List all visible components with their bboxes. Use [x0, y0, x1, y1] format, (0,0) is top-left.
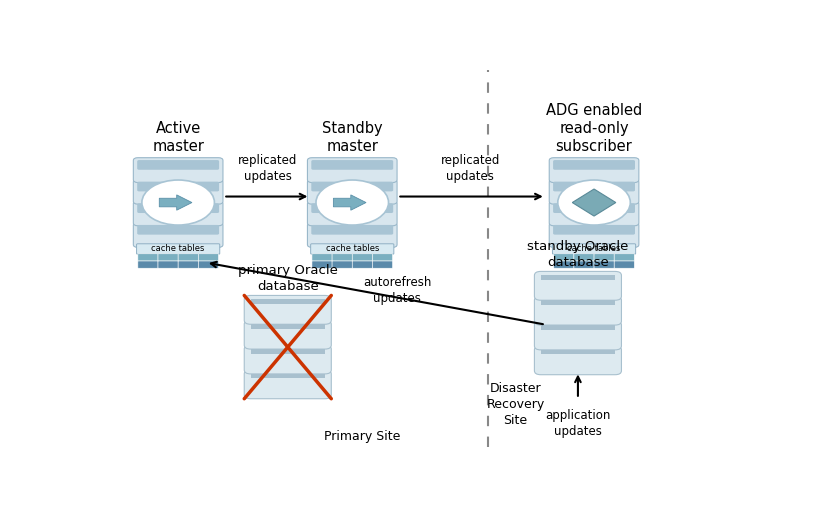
FancyBboxPatch shape: [308, 158, 397, 183]
Text: cache tables: cache tables: [151, 244, 205, 253]
Polygon shape: [572, 189, 616, 216]
FancyBboxPatch shape: [133, 179, 223, 204]
FancyBboxPatch shape: [138, 261, 158, 268]
FancyBboxPatch shape: [549, 201, 639, 226]
FancyBboxPatch shape: [549, 223, 639, 248]
FancyBboxPatch shape: [178, 261, 198, 268]
FancyBboxPatch shape: [312, 261, 332, 268]
FancyBboxPatch shape: [245, 370, 331, 399]
FancyBboxPatch shape: [245, 320, 331, 349]
Bar: [541, 300, 615, 305]
FancyBboxPatch shape: [534, 346, 622, 375]
FancyBboxPatch shape: [553, 160, 635, 170]
FancyBboxPatch shape: [133, 158, 223, 183]
FancyBboxPatch shape: [332, 254, 352, 261]
FancyBboxPatch shape: [138, 254, 158, 261]
Text: primary Oracle
database: primary Oracle database: [238, 265, 338, 293]
Text: Standby
master: Standby master: [322, 122, 383, 154]
FancyBboxPatch shape: [553, 181, 635, 191]
FancyArrow shape: [159, 195, 192, 210]
FancyBboxPatch shape: [137, 225, 219, 235]
FancyBboxPatch shape: [534, 296, 622, 325]
FancyBboxPatch shape: [137, 181, 219, 191]
FancyBboxPatch shape: [308, 223, 397, 248]
Text: replicated
updates: replicated updates: [238, 154, 298, 183]
Bar: [250, 349, 324, 354]
Bar: [541, 350, 615, 355]
FancyBboxPatch shape: [534, 321, 622, 350]
Circle shape: [142, 180, 215, 225]
Text: Active
master: Active master: [152, 122, 204, 154]
FancyBboxPatch shape: [245, 295, 331, 324]
FancyBboxPatch shape: [552, 244, 636, 254]
Text: standby Oracle
database: standby Oracle database: [527, 240, 629, 269]
FancyBboxPatch shape: [310, 244, 394, 254]
Text: ADG enabled
read-only
subscriber: ADG enabled read-only subscriber: [546, 103, 642, 154]
FancyBboxPatch shape: [178, 254, 198, 261]
Bar: [250, 300, 324, 304]
FancyBboxPatch shape: [245, 345, 331, 374]
FancyBboxPatch shape: [554, 261, 574, 268]
FancyBboxPatch shape: [137, 203, 219, 213]
Bar: [541, 276, 615, 280]
FancyBboxPatch shape: [554, 254, 574, 261]
Bar: [250, 374, 324, 379]
Text: autorefresh
updates: autorefresh updates: [364, 276, 432, 305]
FancyBboxPatch shape: [373, 261, 393, 268]
FancyBboxPatch shape: [553, 225, 635, 235]
FancyBboxPatch shape: [549, 179, 639, 204]
FancyBboxPatch shape: [553, 203, 635, 213]
FancyBboxPatch shape: [352, 261, 373, 268]
FancyBboxPatch shape: [574, 261, 594, 268]
FancyBboxPatch shape: [594, 254, 614, 261]
FancyBboxPatch shape: [133, 201, 223, 226]
FancyBboxPatch shape: [549, 158, 639, 183]
FancyBboxPatch shape: [133, 223, 223, 248]
Bar: [250, 324, 324, 329]
FancyArrow shape: [334, 195, 366, 210]
FancyBboxPatch shape: [614, 254, 634, 261]
FancyBboxPatch shape: [311, 203, 394, 213]
Text: cache tables: cache tables: [567, 244, 621, 253]
Text: Disaster
Recovery
Site: Disaster Recovery Site: [486, 382, 544, 427]
FancyBboxPatch shape: [352, 254, 373, 261]
Text: replicated
updates: replicated updates: [441, 154, 500, 183]
FancyBboxPatch shape: [198, 261, 219, 268]
FancyBboxPatch shape: [574, 254, 594, 261]
FancyBboxPatch shape: [594, 261, 614, 268]
FancyBboxPatch shape: [136, 244, 220, 254]
Text: Primary Site: Primary Site: [324, 430, 401, 443]
Bar: [541, 325, 615, 330]
FancyBboxPatch shape: [308, 179, 397, 204]
FancyBboxPatch shape: [534, 271, 622, 300]
FancyBboxPatch shape: [311, 181, 394, 191]
FancyBboxPatch shape: [311, 225, 394, 235]
FancyBboxPatch shape: [312, 254, 332, 261]
FancyBboxPatch shape: [198, 254, 219, 261]
Circle shape: [316, 180, 389, 225]
FancyBboxPatch shape: [308, 201, 397, 226]
FancyBboxPatch shape: [332, 261, 352, 268]
Text: application
updates: application updates: [545, 409, 611, 438]
FancyBboxPatch shape: [311, 160, 394, 170]
FancyBboxPatch shape: [614, 261, 634, 268]
FancyBboxPatch shape: [137, 160, 219, 170]
FancyBboxPatch shape: [158, 254, 178, 261]
Circle shape: [557, 180, 631, 225]
FancyBboxPatch shape: [158, 261, 178, 268]
Text: cache tables: cache tables: [325, 244, 379, 253]
FancyBboxPatch shape: [373, 254, 393, 261]
